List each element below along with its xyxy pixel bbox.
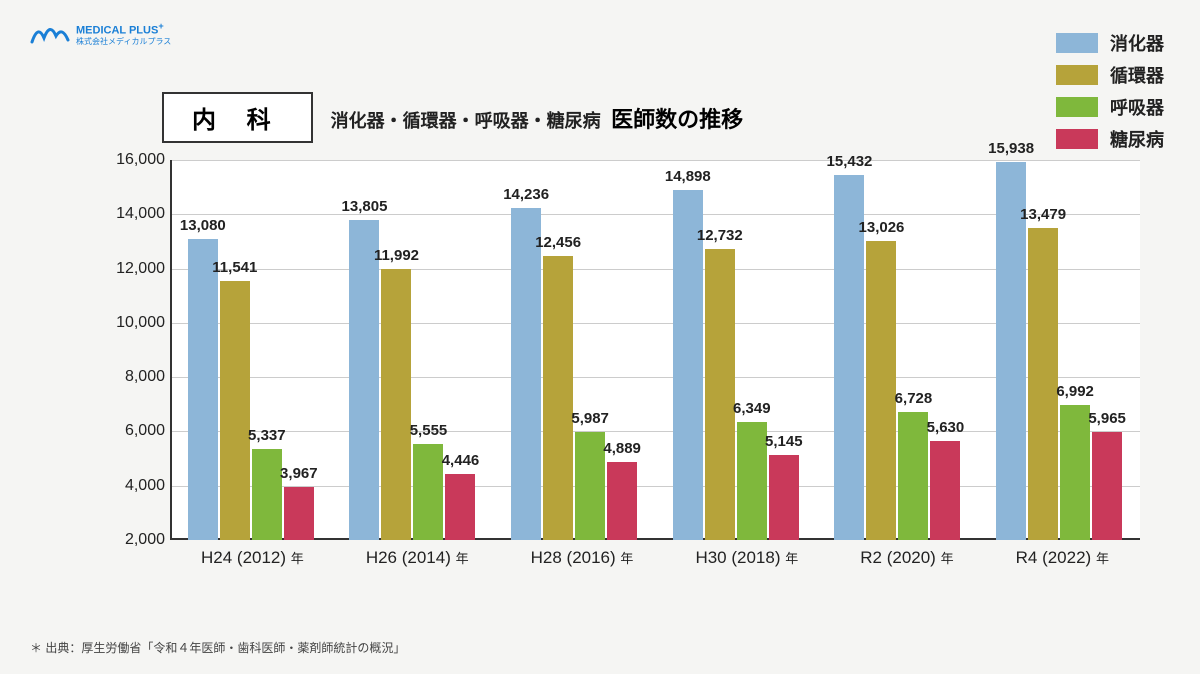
x-axis-labels: H24 (2012) 年 H26 (2014) 年 H28 (2016) 年 H30 … (170, 548, 1140, 568)
logo-mark-icon (30, 20, 70, 48)
bar: 6,349 (737, 422, 767, 540)
bar-value-label: 6,992 (1056, 383, 1094, 400)
bar: 4,446 (445, 474, 475, 540)
bar-value-label: 5,145 (765, 433, 803, 450)
legend-item: 循環器 (1056, 62, 1164, 88)
bar: 5,145 (769, 455, 799, 540)
y-tick-label: 4,000 (105, 477, 165, 495)
legend-swatch (1056, 65, 1098, 85)
bar-group: 14,23612,4565,9874,889 (511, 208, 637, 540)
bar: 12,456 (543, 256, 573, 540)
legend-swatch (1056, 97, 1098, 117)
bar-group: 13,80511,9925,5554,446 (349, 220, 475, 540)
x-tick-label: H30 (2018) 年 (695, 548, 798, 568)
bar-value-label: 12,732 (697, 227, 743, 244)
bar: 13,805 (349, 220, 379, 540)
bar-value-label: 15,938 (988, 140, 1034, 157)
bar-value-label: 13,026 (859, 219, 905, 236)
legend-item: 消化器 (1056, 30, 1164, 56)
logo-subtext: 株式会社メディカルプラス (76, 36, 171, 47)
logo-brand: MEDICAL PLUS+ (76, 21, 171, 37)
y-tick-label: 8,000 (105, 368, 165, 386)
bar-value-label: 11,541 (212, 259, 257, 276)
subtitle-categories: 消化器・循環器・呼吸器・糖尿病 (331, 111, 601, 131)
bar: 6,992 (1060, 405, 1090, 540)
subtitle-main: 医師数の推移 (611, 107, 743, 132)
bar: 11,541 (220, 281, 250, 540)
chart-legend: 消化器循環器呼吸器糖尿病 (1056, 30, 1164, 152)
brand-logo: MEDICAL PLUS+ 株式会社メディカルプラス (30, 20, 171, 48)
bar: 5,555 (413, 444, 443, 540)
bar: 6,728 (898, 412, 928, 540)
bar-value-label: 14,236 (503, 186, 549, 203)
bar-group: 13,08011,5415,3373,967 (188, 239, 314, 540)
legend-item: 呼吸器 (1056, 94, 1164, 120)
y-tick-label: 16,000 (105, 151, 165, 169)
bar-value-label: 14,898 (665, 168, 711, 185)
bar-value-label: 12,456 (535, 234, 581, 251)
bar-value-label: 5,630 (927, 419, 965, 436)
y-tick-label: 6,000 (105, 422, 165, 440)
bar: 12,732 (705, 249, 735, 540)
bar-group: 14,89812,7326,3495,145 (673, 190, 799, 540)
legend-swatch (1056, 33, 1098, 53)
bar: 5,965 (1092, 432, 1122, 540)
bar-value-label: 5,555 (410, 422, 448, 439)
source-footnote: ＊ 出典：厚生労働省「令和４年医師・歯科医師・薬剤師統計の概況」 (30, 639, 405, 656)
bar-groups: 13,08011,5415,3373,96713,80511,9925,5554… (170, 160, 1140, 540)
bar: 3,967 (284, 487, 314, 540)
bar: 5,337 (252, 449, 282, 540)
bar: 11,992 (381, 269, 411, 540)
x-tick-label: R2 (2020) 年 (860, 548, 953, 568)
bar-value-label: 5,987 (571, 410, 609, 427)
bar: 13,479 (1028, 228, 1058, 540)
legend-item: 糖尿病 (1056, 126, 1164, 152)
bar: 4,889 (607, 462, 637, 540)
x-tick-label: H28 (2016) 年 (531, 548, 634, 568)
legend-label: 糖尿病 (1110, 126, 1164, 152)
legend-label: 呼吸器 (1110, 94, 1164, 120)
y-tick-label: 2,000 (105, 531, 165, 549)
bar-value-label: 13,080 (180, 217, 226, 234)
y-tick-label: 12,000 (105, 260, 165, 278)
bar-group: 15,43213,0266,7285,630 (834, 175, 960, 540)
title-category-box: 内 科 (162, 92, 313, 143)
bar-value-label: 13,479 (1020, 206, 1066, 223)
bar-value-label: 13,805 (342, 198, 388, 215)
bar-value-label: 4,446 (442, 452, 480, 469)
bar-value-label: 3,967 (280, 465, 318, 482)
bar-group: 15,93813,4796,9925,965 (996, 162, 1122, 540)
bar-value-label: 4,889 (603, 440, 641, 457)
bar-value-label: 5,337 (248, 427, 286, 444)
x-tick-label: H24 (2012) 年 (201, 548, 304, 568)
x-tick-label: R4 (2022) 年 (1016, 548, 1109, 568)
bar: 5,630 (930, 441, 960, 540)
y-tick-label: 10,000 (105, 314, 165, 332)
bar: 5,987 (575, 432, 605, 540)
y-tick-label: 14,000 (105, 205, 165, 223)
chart-title-area: 内 科 消化器・循環器・呼吸器・糖尿病 医師数の推移 (162, 92, 743, 143)
bar: 14,236 (511, 208, 541, 540)
bar-value-label: 6,349 (733, 400, 771, 417)
legend-label: 消化器 (1110, 30, 1164, 56)
x-tick-label: H26 (2014) 年 (366, 548, 469, 568)
bar-chart: 2,0004,0006,0008,00010,00012,00014,00016… (100, 160, 1150, 590)
legend-label: 循環器 (1110, 62, 1164, 88)
bar-value-label: 15,432 (827, 153, 873, 170)
bar: 13,080 (188, 239, 218, 540)
bar: 13,026 (866, 241, 896, 540)
bar-value-label: 11,992 (374, 247, 419, 264)
bar-value-label: 5,965 (1088, 410, 1126, 427)
legend-swatch (1056, 129, 1098, 149)
bar-value-label: 6,728 (895, 390, 933, 407)
